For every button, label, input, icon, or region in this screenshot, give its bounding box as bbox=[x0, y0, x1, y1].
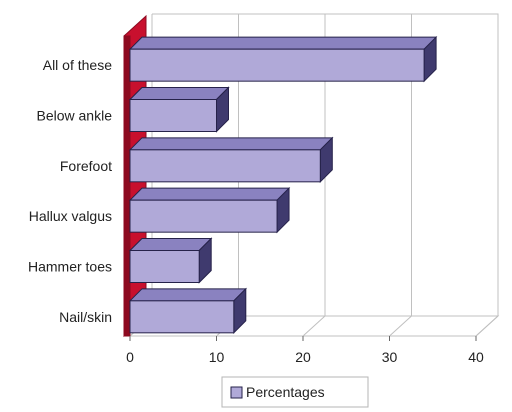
category-label-0: All of these bbox=[43, 57, 112, 73]
tick-label-0: 0 bbox=[126, 349, 134, 365]
category-label-3: Hallux valgus bbox=[29, 208, 112, 224]
legend-label: Percentages bbox=[246, 384, 325, 400]
category-label-1: Below ankle bbox=[37, 108, 113, 124]
bar-top-4 bbox=[128, 238, 213, 251]
bar-4 bbox=[129, 250, 200, 283]
floor-gridline-3 bbox=[389, 315, 412, 337]
bar-top-5 bbox=[128, 288, 248, 302]
legend-box bbox=[221, 376, 369, 408]
x-axis-ticks: 0 10 20 30 40 bbox=[126, 336, 484, 365]
bar-5 bbox=[129, 300, 235, 334]
left-wall-edge bbox=[123, 35, 131, 337]
bar-1 bbox=[129, 99, 217, 132]
tick-label-4: 40 bbox=[468, 349, 484, 365]
floor-gridline-2 bbox=[302, 315, 326, 337]
tick-label-2: 20 bbox=[295, 349, 311, 365]
bar-series bbox=[128, 35, 438, 335]
legend-swatch bbox=[230, 386, 243, 399]
bar-2 bbox=[129, 149, 321, 183]
tick-label-3: 30 bbox=[382, 349, 398, 365]
category-label-2: Forefoot bbox=[60, 158, 112, 174]
category-label-5: Nail/skin bbox=[59, 309, 112, 325]
bar-0 bbox=[129, 48, 425, 82]
category-label-4: Hammer toes bbox=[28, 259, 112, 275]
legend: Percentages bbox=[221, 376, 369, 408]
bar-top-3 bbox=[128, 187, 291, 201]
bar-top-2 bbox=[128, 137, 334, 151]
bar-top-0 bbox=[128, 36, 438, 50]
bar-3 bbox=[129, 199, 278, 233]
bar-top-1 bbox=[128, 87, 230, 100]
category-labels: All of these Below ankle Forefoot Hallux va… bbox=[28, 57, 112, 325]
floor-gridline-4 bbox=[475, 315, 499, 337]
tick-label-1: 10 bbox=[209, 349, 225, 365]
